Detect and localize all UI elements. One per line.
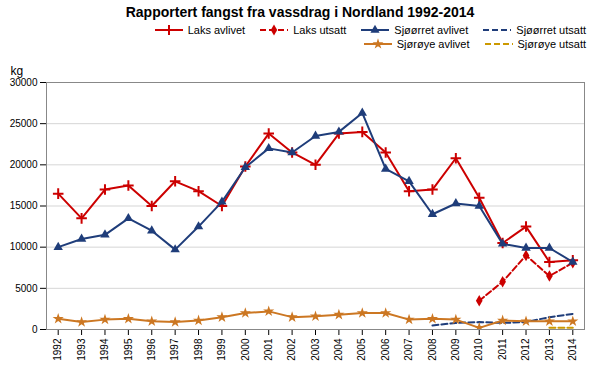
svg-text:25000: 25000 [10, 118, 38, 129]
svg-text:2013: 2013 [544, 338, 555, 361]
html-text:Sjøørret avlivet: Sjøørret avlivet [394, 24, 469, 36]
svg-text:1995: 1995 [123, 338, 134, 361]
svg-text:1994: 1994 [99, 338, 110, 361]
svg-text:30000: 30000 [10, 77, 38, 88]
svg-text:1999: 1999 [216, 338, 227, 361]
svg-text:2002: 2002 [286, 338, 297, 361]
html-text:Sjørøye avlivet: Sjørøye avlivet [396, 38, 470, 50]
svg-text:2001: 2001 [263, 338, 274, 361]
svg-text:0: 0 [32, 324, 38, 335]
html-text:Sjøørret utsatt: Sjøørret utsatt [516, 24, 586, 36]
svg-text:2012: 2012 [520, 338, 531, 361]
svg-text:10000: 10000 [10, 241, 38, 252]
svg-text:15000: 15000 [10, 200, 38, 211]
svg-text:2007: 2007 [403, 338, 414, 361]
svg-text:2000: 2000 [240, 338, 251, 361]
svg-text:kg: kg [11, 64, 24, 78]
svg-text:1997: 1997 [169, 338, 180, 361]
svg-text:20000: 20000 [10, 159, 38, 170]
svg-text:2014: 2014 [567, 338, 578, 361]
svg-text:2010: 2010 [473, 338, 484, 361]
svg-text:1993: 1993 [76, 338, 87, 361]
html-text:Laks utsatt: Laks utsatt [293, 24, 347, 36]
svg-text:2009: 2009 [450, 338, 461, 361]
svg-text:1996: 1996 [146, 338, 157, 361]
svg-text:2005: 2005 [356, 338, 367, 361]
html-text:Laks avlivet: Laks avlivet [187, 24, 246, 36]
html-text:Sjørøye utsatt: Sjørøye utsatt [517, 38, 586, 50]
svg-text:2011: 2011 [497, 338, 508, 360]
svg-text:2004: 2004 [333, 338, 344, 361]
html-text:Rapportert fangst fra vassdrag: Rapportert fangst fra vassdrag i Nordlan… [125, 4, 475, 20]
svg-text:2006: 2006 [380, 338, 391, 361]
svg-text:2008: 2008 [427, 338, 438, 361]
svg-text:2003: 2003 [310, 338, 321, 361]
svg-text:1992: 1992 [52, 338, 63, 361]
svg-text:5000: 5000 [15, 283, 38, 294]
svg-text:1998: 1998 [193, 338, 204, 361]
